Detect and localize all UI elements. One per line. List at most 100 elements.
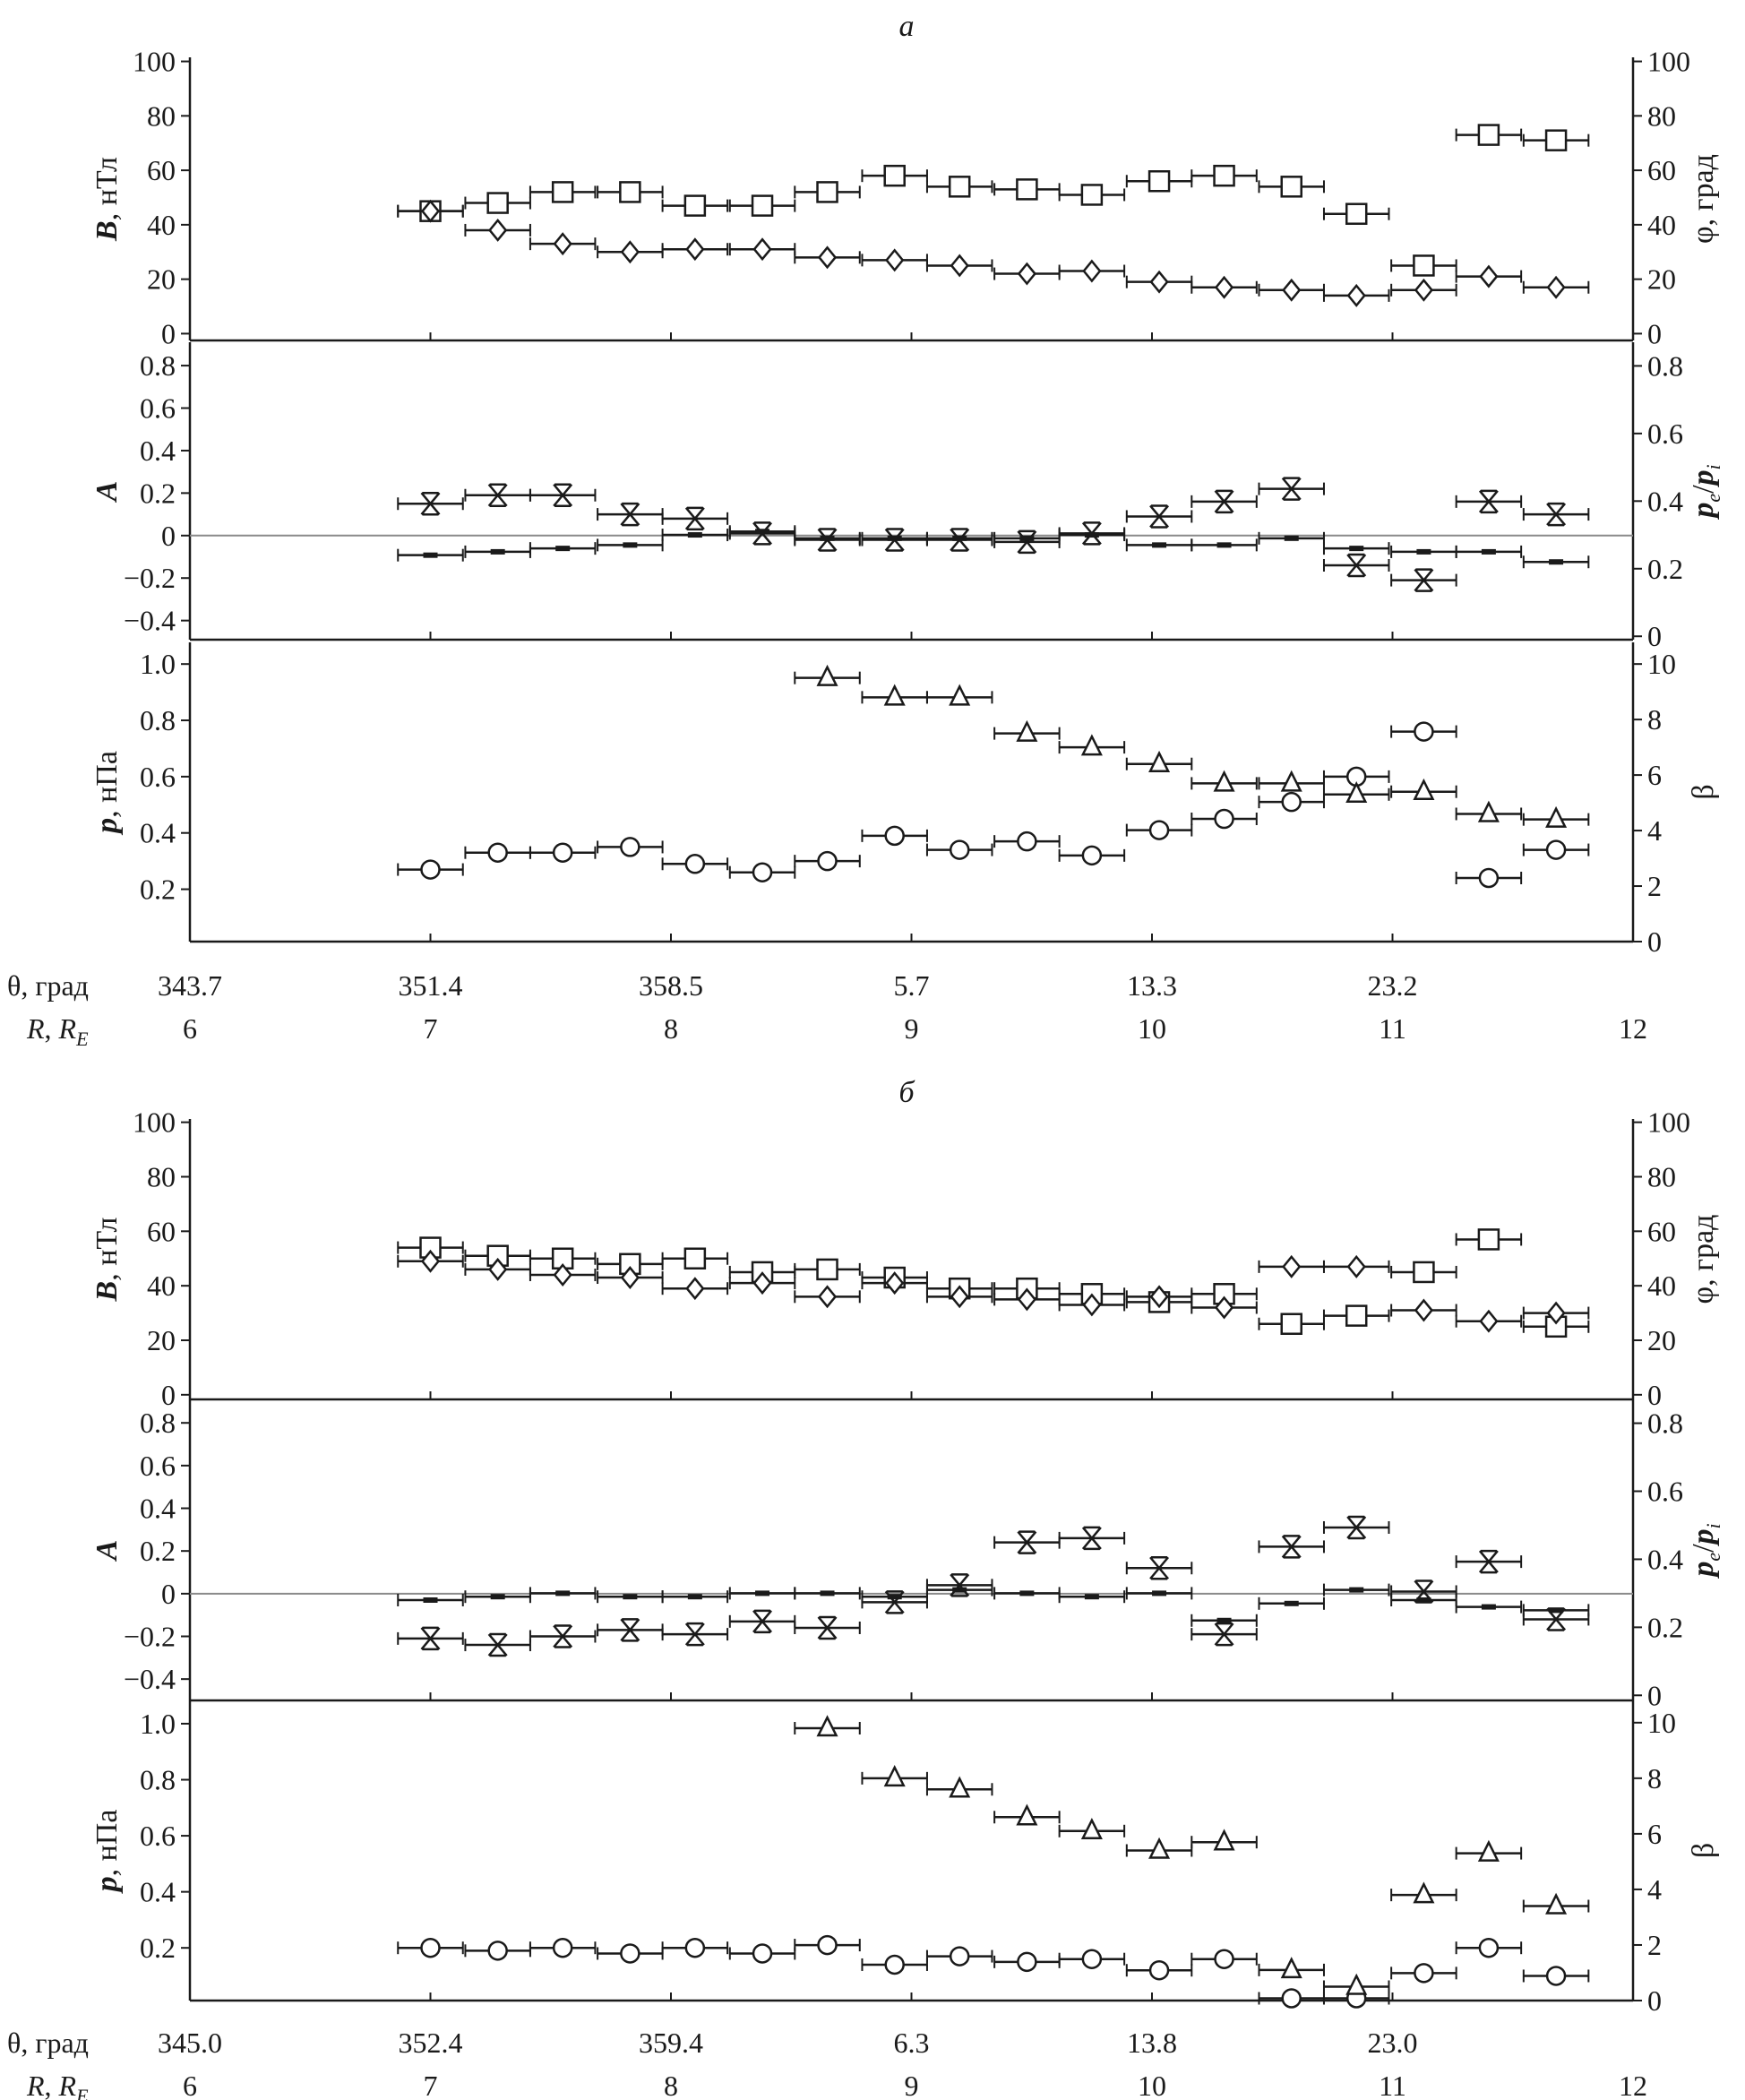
data-point bbox=[1058, 1526, 1126, 1551]
circle-marker bbox=[1081, 845, 1103, 866]
y-right-tick-label: 0 bbox=[1647, 1379, 1662, 1411]
data-point bbox=[1125, 820, 1193, 840]
data-point bbox=[1258, 1988, 1325, 2009]
series-triangle bbox=[794, 1715, 1590, 1995]
data-point bbox=[1258, 176, 1325, 198]
series-diamond bbox=[397, 199, 1590, 307]
diamond-marker bbox=[1546, 275, 1566, 299]
square-marker bbox=[1213, 164, 1235, 187]
data-point bbox=[794, 1615, 861, 1640]
triangle-marker bbox=[1413, 1881, 1435, 1904]
triangle-marker bbox=[1016, 1803, 1038, 1826]
y-right-tick-label: 10 bbox=[1647, 648, 1676, 680]
y-right-tick-label: 0.6 bbox=[1647, 417, 1683, 450]
data-point bbox=[661, 854, 729, 874]
figure-label: а bbox=[899, 10, 915, 43]
y-left-tick-label: 1.0 bbox=[140, 1708, 176, 1740]
y-right-axis-label: φ, град bbox=[1687, 1215, 1720, 1304]
dash-marker bbox=[887, 535, 902, 541]
square-marker bbox=[683, 194, 707, 217]
circle-marker bbox=[684, 854, 706, 874]
label-part: R bbox=[26, 2070, 45, 2100]
label-part: R bbox=[58, 1012, 77, 1045]
theta-tick-label: 13.8 bbox=[1127, 2027, 1177, 2059]
y-right-tick-label: 60 bbox=[1647, 154, 1676, 186]
y-right-tick-label: 0 bbox=[1647, 620, 1662, 652]
label-part: R bbox=[58, 2070, 77, 2100]
data-point bbox=[1455, 1549, 1523, 1574]
data-point bbox=[1191, 770, 1258, 792]
data-point bbox=[1390, 278, 1457, 302]
data-point bbox=[1522, 839, 1590, 860]
dash-marker bbox=[623, 1594, 638, 1600]
label-part: , bbox=[45, 2070, 59, 2100]
data-point bbox=[1390, 1298, 1457, 1322]
data-point bbox=[1322, 1254, 1390, 1278]
diamond-marker bbox=[1149, 270, 1169, 294]
triangle-marker bbox=[1213, 770, 1235, 792]
data-point bbox=[1522, 1966, 1590, 1986]
square-marker bbox=[683, 1247, 707, 1269]
dash-marker bbox=[1349, 1587, 1364, 1593]
data-point bbox=[529, 1247, 597, 1269]
data-point bbox=[1390, 1579, 1457, 1604]
y-left-axis-label-unit: , нТл bbox=[90, 1218, 124, 1281]
series-x bbox=[397, 1515, 1590, 1657]
y-left-axis-label-symbol: B bbox=[90, 1281, 124, 1303]
data-point bbox=[861, 1765, 928, 1787]
data-point bbox=[1390, 1594, 1457, 1606]
diamond-marker bbox=[1479, 264, 1499, 288]
x-marker bbox=[1346, 553, 1367, 578]
y-left-tick-label: 0.6 bbox=[140, 392, 176, 425]
r-tick-label: 12 bbox=[1619, 1012, 1647, 1045]
data-point bbox=[1191, 808, 1258, 830]
dash-marker bbox=[1549, 559, 1564, 565]
dash-marker bbox=[1481, 1604, 1496, 1610]
y-left-axis-label: B, нТл bbox=[90, 1218, 124, 1303]
diamond-marker bbox=[1346, 1254, 1366, 1278]
dash-marker bbox=[490, 548, 505, 555]
data-point bbox=[1258, 1957, 1325, 1979]
dash-marker bbox=[952, 1587, 967, 1593]
data-point bbox=[661, 529, 729, 542]
r-axis-label: R, RE bbox=[26, 2070, 89, 2100]
data-point bbox=[1455, 1228, 1523, 1251]
data-point bbox=[1455, 545, 1523, 558]
panel-3: 0.2 0.4 0.6 0.8 1.0 0 2 4 6 8 10 p, нПа β bbox=[90, 1700, 1720, 2017]
y-right-tick-label: 0.4 bbox=[1647, 1543, 1683, 1575]
data-point bbox=[1322, 1515, 1390, 1540]
y-left-axis-label-symbol: B bbox=[90, 220, 124, 242]
data-point bbox=[1058, 184, 1126, 206]
data-point bbox=[661, 237, 729, 262]
x-marker bbox=[1281, 1535, 1302, 1559]
square-marker bbox=[1016, 178, 1038, 201]
y-left-tick-label: 20 bbox=[147, 1324, 176, 1356]
diamond-marker bbox=[885, 248, 905, 272]
series-dash bbox=[397, 1583, 1590, 1627]
diamond-marker bbox=[1414, 278, 1434, 302]
data-point bbox=[861, 825, 928, 847]
data-point bbox=[1058, 259, 1126, 283]
label-part: / bbox=[1687, 485, 1720, 494]
dash-marker bbox=[887, 1594, 902, 1600]
data-point bbox=[993, 529, 1061, 555]
diamond-marker bbox=[950, 1285, 969, 1309]
diamond-marker bbox=[817, 245, 838, 270]
data-point bbox=[1455, 124, 1523, 146]
data-point bbox=[1058, 1590, 1126, 1604]
square-marker bbox=[1280, 1312, 1302, 1335]
y-left-tick-label: 20 bbox=[147, 263, 176, 296]
data-point bbox=[529, 1624, 597, 1648]
data-point bbox=[728, 237, 796, 262]
data-point bbox=[1191, 164, 1258, 187]
square-marker bbox=[1413, 254, 1435, 277]
r-tick-label: 7 bbox=[424, 1012, 438, 1045]
triangle-marker bbox=[1080, 1817, 1103, 1840]
y-left-tick-label: 0.2 bbox=[140, 1535, 176, 1567]
y-right-axis-label: pe/pi bbox=[1687, 1523, 1724, 1579]
x-marker bbox=[1149, 504, 1170, 529]
data-point bbox=[397, 859, 464, 880]
circle-marker bbox=[752, 862, 773, 882]
data-point bbox=[1058, 845, 1126, 866]
x-marker bbox=[1017, 529, 1037, 555]
